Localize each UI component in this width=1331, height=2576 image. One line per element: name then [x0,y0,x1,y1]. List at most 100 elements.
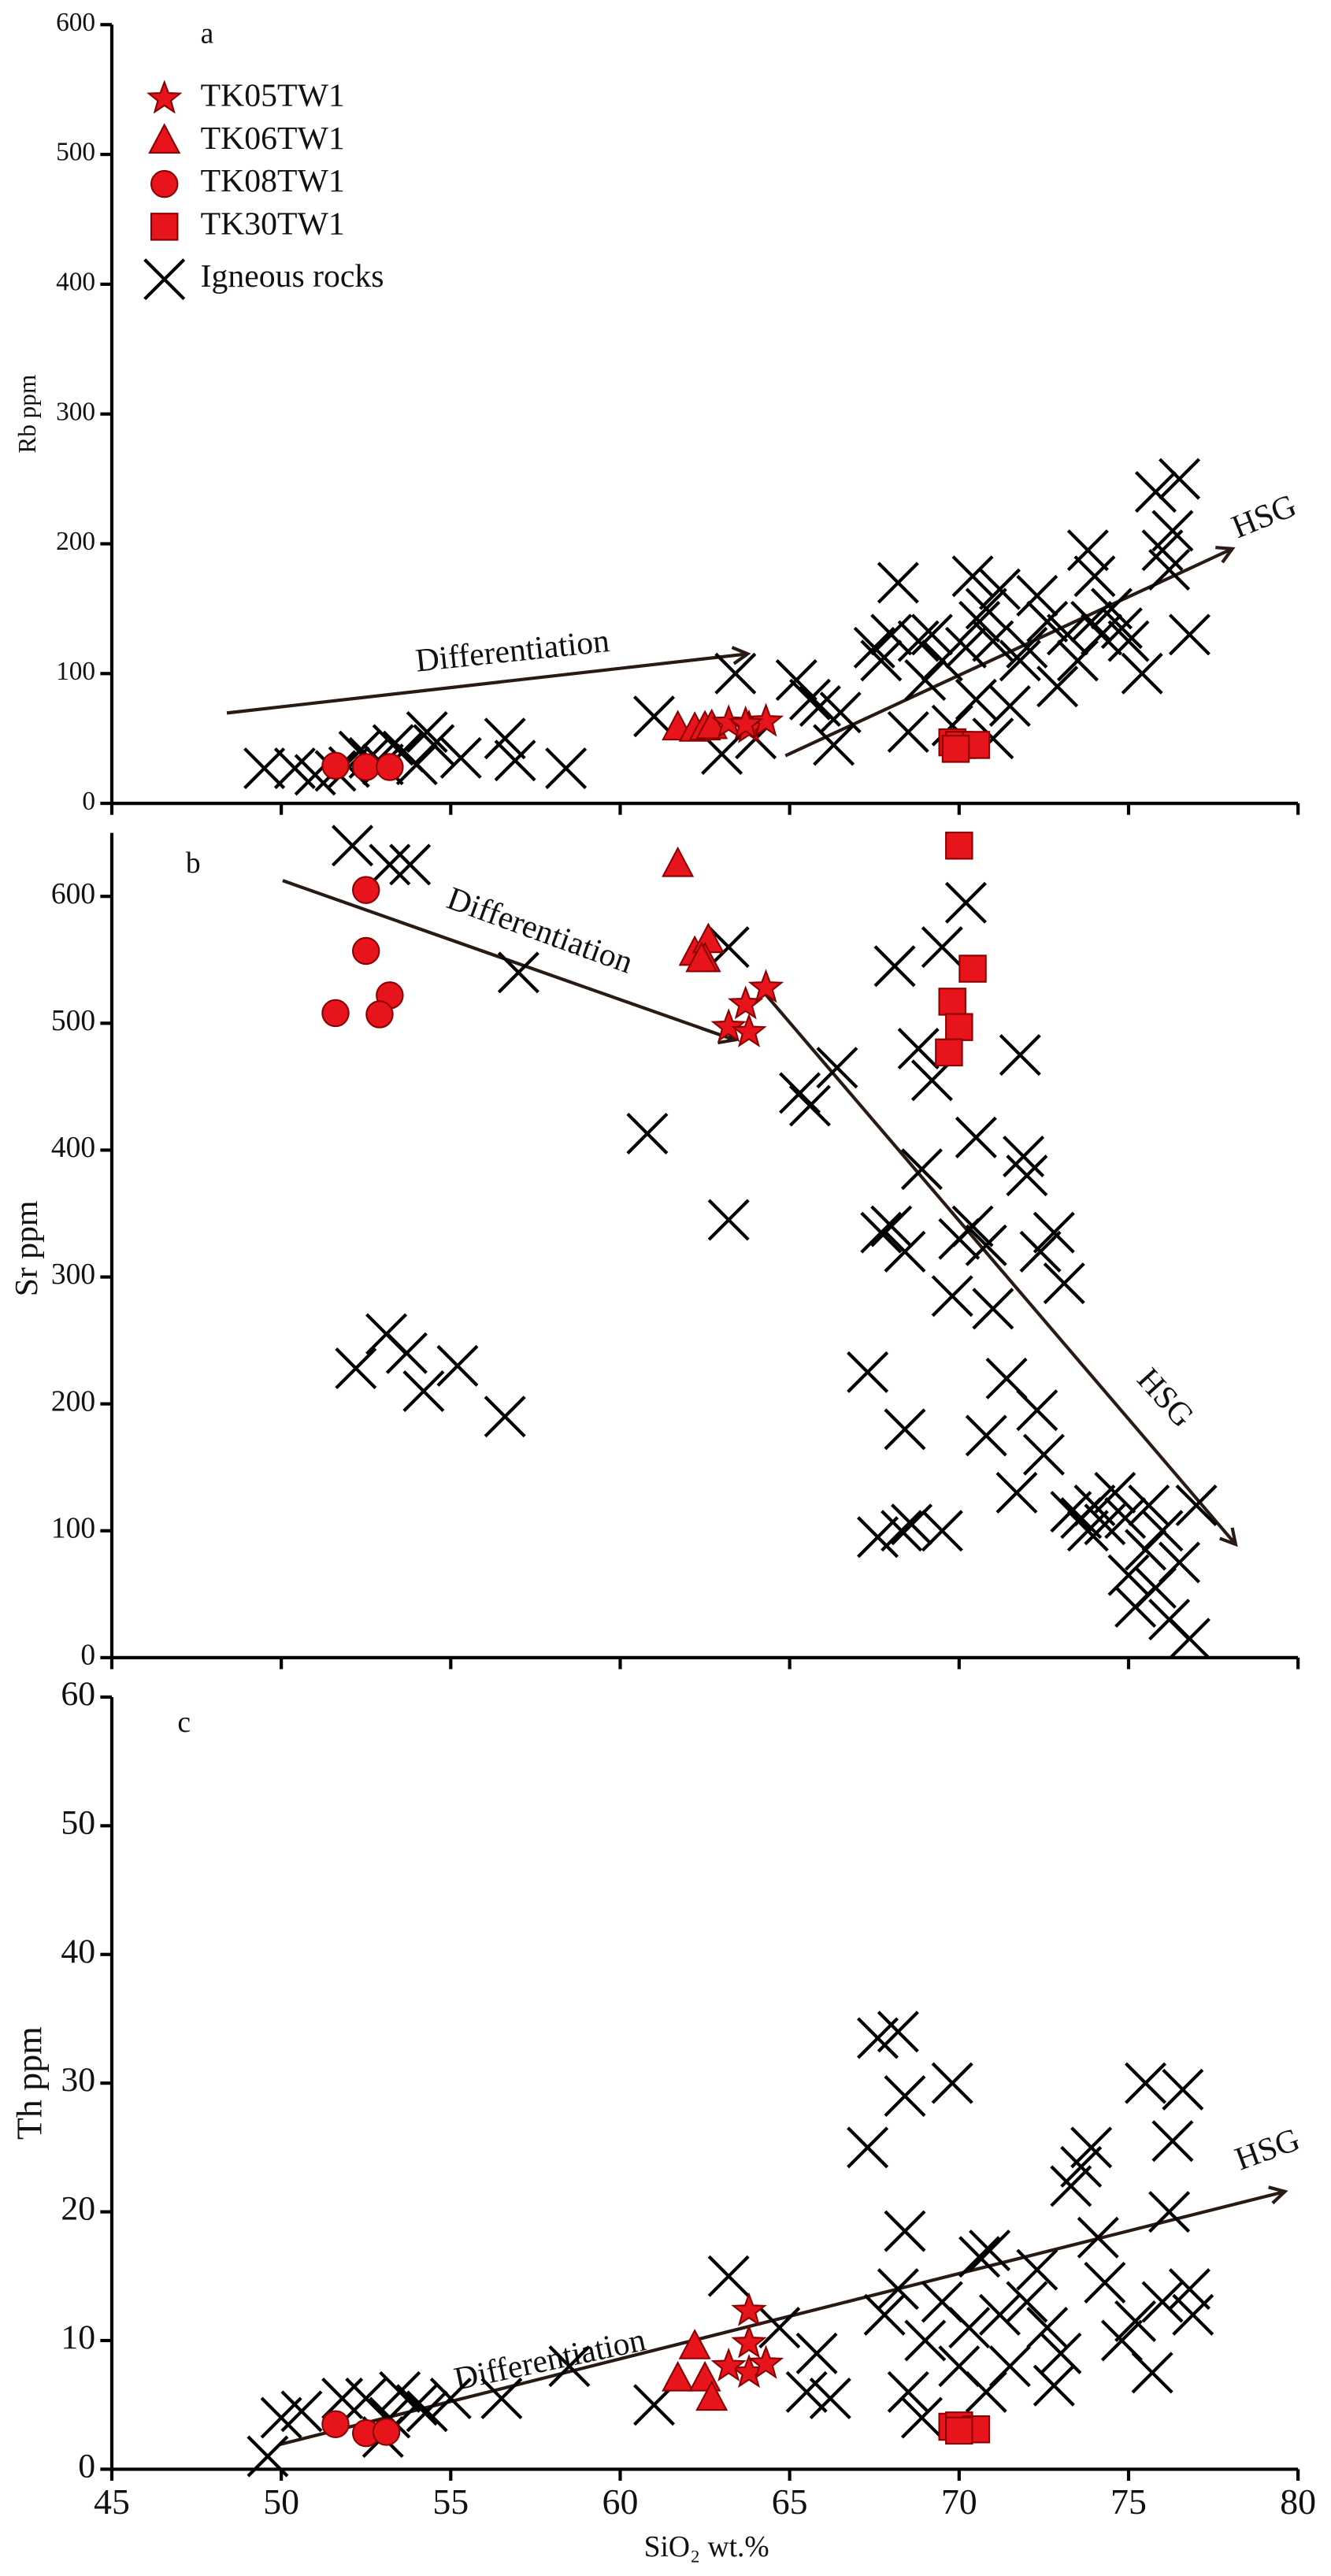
point [1090,587,1133,630]
point [891,1503,933,1546]
point [335,1347,377,1390]
point [1121,652,1163,695]
legend-marker [148,123,181,154]
point [247,2435,289,2478]
point [662,846,695,877]
point [688,2360,721,2392]
y-tick-label: 500 [56,138,95,167]
y-tick-label: 400 [56,268,95,297]
point [365,1000,394,1029]
point [955,678,997,721]
annotation: HSG [1227,487,1302,546]
point [1006,626,1048,669]
point [395,743,438,786]
annotation: HSG [1230,2122,1304,2178]
point [941,735,970,763]
point [884,2074,926,2118]
point [731,2324,767,2359]
point [1070,600,1113,643]
point [345,2378,387,2420]
point [1159,1541,1201,1584]
x-tick-label: 65 [772,2481,808,2522]
point [1141,1510,1184,1552]
point [1006,2281,1048,2323]
point [921,926,963,969]
point [695,708,729,739]
point [1124,2062,1167,2104]
point [1043,1262,1085,1305]
point [958,954,987,983]
point [1104,1497,1147,1540]
point [406,2390,448,2433]
point [707,2255,750,2297]
point [969,2229,1011,2272]
point [1073,555,1116,598]
point [429,2378,472,2420]
point [1070,2126,1113,2169]
y-tick-label: 100 [51,1512,95,1544]
point [1128,1484,1170,1527]
point [1094,1471,1136,1514]
point [910,613,953,656]
point [870,1205,913,1247]
point [904,659,947,702]
point [1168,613,1211,656]
point [369,843,411,886]
point [1016,574,1058,617]
point [280,2390,323,2433]
point [944,881,987,924]
point [1050,2165,1092,2207]
point [321,2410,350,2438]
annotation: Differentiation [451,2322,649,2397]
point [1016,1389,1058,1432]
point [480,2378,523,2420]
point [884,1408,926,1451]
y-tick-label: 300 [51,1258,95,1291]
point [1172,2293,1214,2336]
point [877,2011,919,2053]
point [1066,529,1109,572]
point [662,2360,695,2392]
point [853,626,895,669]
point [402,1370,445,1413]
point [999,639,1041,682]
point [695,2380,729,2411]
point [779,1072,821,1114]
point [965,1224,1007,1266]
point [897,620,940,662]
point [995,1471,1038,1514]
point [978,2293,1021,2336]
point [1026,2307,1069,2349]
point [1148,2191,1191,2233]
point [972,620,1014,662]
annotation: HSG [1130,1362,1201,1435]
point [1168,2268,1211,2311]
point [877,562,919,604]
y-tick-label: 30 [61,2061,95,2099]
x-axis-label: SiO₂ wt.% [644,2531,769,2563]
point [710,704,747,739]
point [910,1059,953,1102]
point [439,736,482,779]
point [785,2370,828,2413]
point [1162,2068,1204,2111]
point [897,1028,940,1070]
point [372,2418,401,2446]
point [758,2307,801,2349]
arrow [761,989,1236,1544]
point [847,1351,889,1393]
point [951,1205,994,1247]
point [747,702,784,737]
y-axis-label: Th ppm [9,2026,49,2140]
point [860,1211,903,1254]
point [728,985,764,1020]
point [352,876,380,904]
point [710,2347,747,2381]
legend-label: TK06TW1 [201,120,345,157]
point [988,684,1031,728]
point [884,1230,926,1273]
point [904,2319,947,2362]
point [497,951,539,994]
